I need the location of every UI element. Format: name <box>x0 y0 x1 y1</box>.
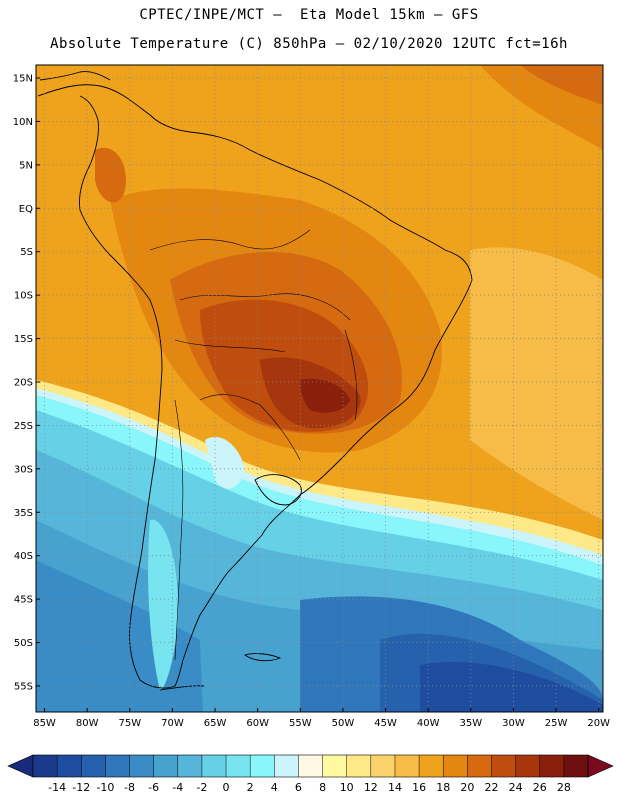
lon-tick-label: 35W <box>460 718 483 729</box>
colorbar-label: 14 <box>388 781 402 794</box>
colorbar-segment <box>274 755 299 777</box>
colorbar-segment <box>515 755 541 777</box>
lon-tick-label: 30W <box>502 718 525 729</box>
lon-tick-label: 55W <box>289 718 312 729</box>
colorbar-low-arrow <box>7 754 34 778</box>
lat-tick-label: 15S <box>14 334 33 345</box>
colorbar-segment <box>346 755 372 777</box>
colorbar-segment <box>443 755 468 777</box>
lat-tick-label: 30S <box>14 464 33 475</box>
colorbar-label: 6 <box>295 781 302 794</box>
lon-tick-label: 25W <box>545 718 568 729</box>
colorbar-label: 26 <box>533 781 547 794</box>
colorbar-label: 22 <box>484 781 498 794</box>
lat-tick-label: 55S <box>14 681 33 692</box>
lat-tick-label: EQ <box>19 204 33 215</box>
lat-tick-label: 5N <box>19 160 33 171</box>
colorbar-label: -4 <box>172 781 183 794</box>
colorbar-segment <box>57 755 82 777</box>
lat-tick-label: 50S <box>14 638 33 649</box>
colorbar-label: -10 <box>96 781 114 794</box>
lat-tick-label: 20S <box>14 377 33 388</box>
map-frame <box>35 64 604 713</box>
colorbar-label: 18 <box>436 781 450 794</box>
longitude-axis: 85W 80W 75W 70W 65W 60W 55W 50W 45W 40W 35W 30W 25W 2… <box>33 708 610 729</box>
lon-tick-label: 45W <box>374 718 397 729</box>
colorbar-label: 16 <box>412 781 426 794</box>
colorbar-segment <box>201 755 227 777</box>
lat-tick-label: 35S <box>14 508 33 519</box>
colorbar-label: 2 <box>247 781 254 794</box>
colorbar-segment <box>322 755 347 777</box>
colorbar-label: 10 <box>340 781 354 794</box>
latitude-axis: 15N 10N 5N EQ 5S 10S 15S 20S 25S 30S 35S 40S 45S 50S 5… <box>13 74 40 692</box>
graticule <box>36 65 603 712</box>
lat-tick-label: 25S <box>14 421 33 432</box>
colorbar-segment <box>226 755 251 777</box>
lat-tick-label: 40S <box>14 551 33 562</box>
colorbar-label: 28 <box>557 781 571 794</box>
colorbar-label: 8 <box>319 781 326 794</box>
colorbar-label: 12 <box>364 781 378 794</box>
temperature-field <box>36 65 603 712</box>
colorbar-segment <box>250 755 275 777</box>
colorbar-segment <box>491 755 516 777</box>
colorbar-segment <box>539 755 565 777</box>
map-title-line-2: Absolute Temperature (C) 850hPa – 02/10/… <box>50 36 568 52</box>
colorbar-segment <box>467 755 492 777</box>
lon-tick-label: 65W <box>204 718 227 729</box>
colorbar-label: -8 <box>124 781 135 794</box>
lon-tick-label: 40W <box>417 718 440 729</box>
colorbar-segment <box>419 755 444 777</box>
colorbar-segment <box>153 755 179 777</box>
colorbar-segment <box>563 755 589 777</box>
colorbar-segment <box>105 755 130 777</box>
colorbar-segment <box>394 755 420 777</box>
colorbar-label: 0 <box>223 781 230 794</box>
colorbar: -14 -12 -10 -8 -6 -4 -2 0 2 4 6 8 10 12 14 16 18 20 22 24 26… <box>7 754 614 794</box>
lat-tick-label: 10S <box>14 291 33 302</box>
lat-tick-label: 5S <box>20 247 33 258</box>
colorbar-label: -12 <box>72 781 90 794</box>
colorbar-label: -14 <box>48 781 66 794</box>
lat-tick-label: 10N <box>13 117 33 128</box>
map-title-line-1: CPTEC/INPE/MCT – Eta Model 15km – GFS <box>139 7 479 23</box>
country-borders <box>149 229 358 661</box>
lon-tick-label: 80W <box>76 718 99 729</box>
colorbar-label: 24 <box>509 781 523 794</box>
colorbar-label: 20 <box>460 781 474 794</box>
colorbar-label: -6 <box>148 781 159 794</box>
lon-tick-label: 75W <box>118 718 141 729</box>
lat-tick-label: 15N <box>13 74 33 85</box>
lon-tick-label: 60W <box>246 718 269 729</box>
colorbar-high-arrow <box>587 754 614 778</box>
colorbar-segment <box>177 755 203 777</box>
colorbar-segment <box>370 755 396 777</box>
colorbar-segment <box>129 755 154 777</box>
lon-tick-label: 20W <box>587 718 610 729</box>
lon-tick-label: 70W <box>161 718 184 729</box>
lon-tick-label: 85W <box>33 718 56 729</box>
colorbar-segment <box>81 755 106 777</box>
colorbar-label: 4 <box>271 781 278 794</box>
lat-tick-label: 45S <box>14 595 33 606</box>
colorbar-label: -2 <box>196 781 207 794</box>
colorbar-outline <box>32 754 589 778</box>
colorbar-segment <box>33 755 58 777</box>
colorbar-segment <box>298 755 323 777</box>
lon-tick-label: 50W <box>332 718 355 729</box>
